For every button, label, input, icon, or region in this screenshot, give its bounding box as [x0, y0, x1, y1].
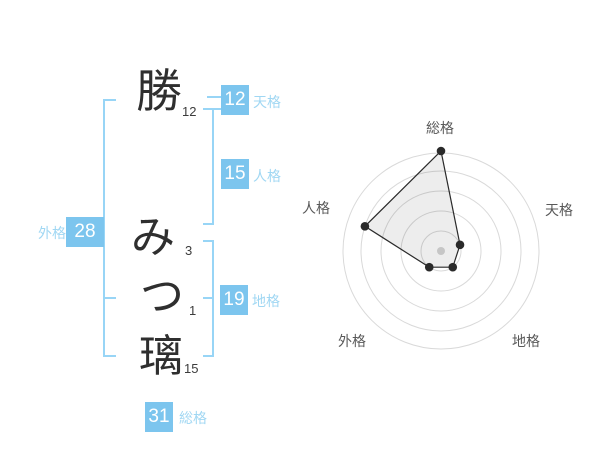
radar-data-polygon	[363, 149, 461, 268]
radar-grid-ring	[420, 230, 462, 272]
chikaku-value-box: 19	[220, 285, 248, 315]
bracket-line	[212, 108, 214, 225]
radar-data-point	[436, 146, 446, 156]
tenkaku-value-box: 12	[221, 85, 249, 115]
radar-grid-ring	[360, 170, 522, 332]
bracket-tick	[203, 355, 214, 357]
bracket-tick	[207, 96, 221, 98]
name-character: つ	[140, 272, 184, 321]
radar-grid-ring	[400, 210, 482, 292]
gaikaku-value-box: 28	[66, 217, 104, 247]
name-character: み	[131, 213, 175, 262]
soukaku-label: 総格	[179, 410, 207, 426]
bracket-tick	[203, 223, 214, 225]
tenkaku-label: 天格	[253, 94, 281, 110]
stroke-count: 3	[185, 243, 193, 258]
radar-data-point	[424, 262, 434, 272]
bracket-tick	[103, 297, 116, 299]
soukaku-value-box: 31	[145, 402, 173, 432]
name-character: 勝	[136, 65, 182, 117]
bracket-tick	[103, 99, 116, 101]
radar-axis-label: 人格	[302, 200, 330, 216]
bracket-tick	[103, 355, 116, 357]
chikaku-label: 地格	[252, 293, 280, 309]
gaikaku-label: 外格	[38, 225, 66, 241]
radar-data-point	[455, 240, 465, 250]
jinkaku-value-box: 15	[221, 159, 249, 189]
radar-center-dot	[437, 247, 445, 255]
radar-data-point	[448, 262, 458, 272]
bracket-tick	[203, 297, 214, 299]
stroke-count: 1	[189, 303, 197, 318]
bracket-line	[103, 99, 105, 357]
jinkaku-label: 人格	[253, 168, 281, 184]
stroke-count: 12	[182, 104, 197, 119]
radar-axis-label: 天格	[545, 202, 573, 218]
radar-data-point	[360, 221, 370, 231]
name-character: 璃	[139, 332, 183, 381]
radar-grid-ring	[380, 190, 502, 312]
stroke-count: 15	[184, 361, 199, 376]
radar-axis-label: 外格	[338, 333, 366, 349]
radar-axis-label: 総格	[426, 120, 454, 136]
radar-axis-label: 地格	[512, 333, 540, 349]
bracket-tick	[203, 240, 214, 242]
